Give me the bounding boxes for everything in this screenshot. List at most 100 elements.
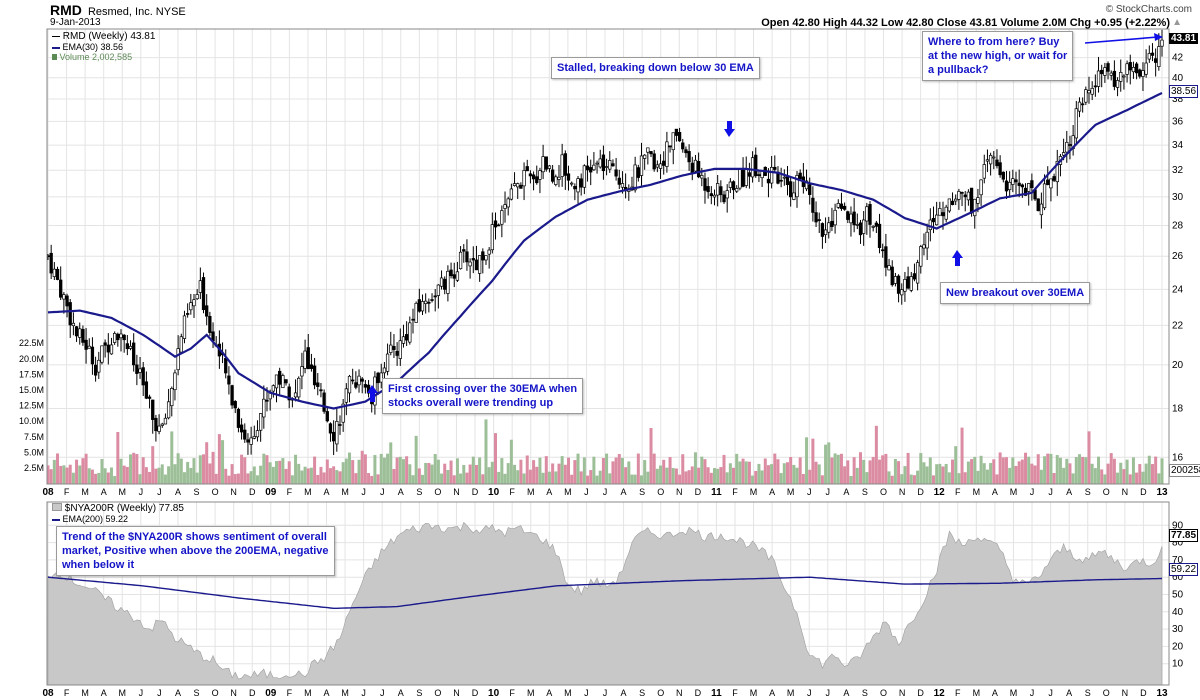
volume-bar [360,450,364,484]
volume-bar [897,461,901,484]
volume-bar [1147,455,1151,484]
x-tick-label: M [750,487,758,497]
candle-body [604,166,609,168]
candle-body [652,153,656,170]
y-tick-label: 50 [1172,590,1184,601]
x-tick-label: J [807,487,812,497]
x-tick-label: S [862,487,868,497]
volume-bar [1020,459,1024,484]
volume-bar [735,453,739,484]
volume-bar [1074,457,1078,484]
volume-bar [65,467,69,484]
volume-bar [417,468,421,484]
candle-body [931,217,936,223]
volume-bar [62,465,66,484]
ema200-legend-icon [52,518,60,521]
candle-body [503,204,507,209]
candle-body [868,204,872,225]
volume-bar [1036,454,1040,484]
volume-bar [354,473,358,484]
last-price-tag: 43.81 [1169,33,1199,44]
candle-body [671,132,675,151]
x-tick-label: F [732,487,738,497]
candle-body [881,249,885,252]
volume-bar [230,464,234,484]
x-tick-label: D [249,688,256,698]
candle-body [696,161,701,178]
volume-bar [957,473,961,484]
volume-bar [506,463,510,484]
x-tick-label: M [787,688,795,698]
volume-bar [551,463,555,484]
candle-body [47,255,50,258]
x-tick-label: F [732,688,738,698]
candle-body [239,424,244,433]
volume-bar [1014,465,1018,484]
candle-body [636,167,640,178]
candle-body [316,382,320,387]
candle-body [439,277,444,287]
x-tick-label: A [101,487,107,497]
candle-body [1100,69,1104,75]
candle-body [443,278,447,290]
ema200-line [47,576,1163,609]
candle-body [1042,183,1047,209]
candle-body [506,198,510,208]
volume-tick-label: 5.0M [24,447,44,457]
volume-bar [319,466,323,484]
candle-body [493,220,498,228]
volume-bar [909,474,913,484]
volume-bar [335,470,339,484]
volume-bar [785,462,789,484]
y-tick-label: 10 [1172,659,1184,670]
x-tick-label: D [695,487,702,497]
y-tick-label: 32 [1172,165,1184,176]
candle-body [900,289,904,296]
y-tick-label: 24 [1172,284,1184,295]
candle-body [392,346,396,350]
candle-body [258,413,263,431]
candle-body [1039,203,1044,216]
candle-body [132,342,136,366]
candle-body [170,388,174,407]
volume-bar [839,453,843,484]
ema-legend-icon [52,46,60,49]
volume-bar [84,453,88,484]
volume-bar [678,474,682,484]
candle-body [988,155,993,165]
candle-body [100,345,104,363]
x-tick-label: O [880,487,887,497]
candle-body [455,271,460,281]
candle-body [379,372,383,383]
volume-bar [474,464,478,484]
candle-body [404,334,409,341]
volume-bar [163,474,167,484]
volume-bar [989,463,993,484]
candle-body [995,159,999,167]
x-tick-label: D [472,487,479,497]
x-tick-label: J [826,487,831,497]
candle-body [950,200,955,206]
volume-bar [1119,462,1123,484]
volume-bar [608,473,612,484]
x-tick-label: J [361,487,366,497]
volume-bar [100,459,104,484]
volume-bar [306,468,310,484]
candle-body [68,302,72,326]
chg-up-icon: ▲ [1172,17,1182,28]
volume-bar [221,440,225,484]
x-tick-label: A [323,487,329,497]
x-tick-label: M [787,487,795,497]
volume-bar [963,472,967,484]
volume-bar [357,459,361,484]
volume-bar [382,457,386,484]
candle-body [271,385,275,392]
candle-body [611,163,615,167]
volume-bar [732,467,736,484]
volume-bar [135,454,139,484]
volume-bar [233,474,237,484]
volume-bar [1103,474,1107,484]
candle-body [1138,69,1142,77]
volume-bar [1160,458,1164,484]
x-tick-label: J [807,688,812,698]
